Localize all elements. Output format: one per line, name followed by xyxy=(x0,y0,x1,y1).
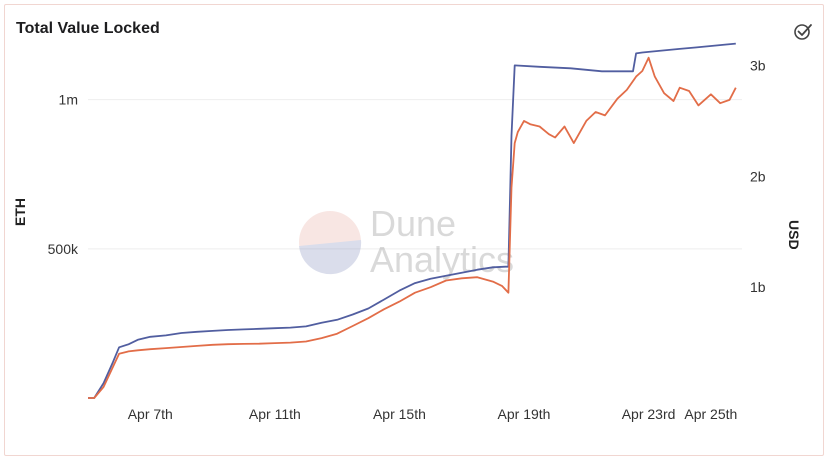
chart-title: Total Value Locked xyxy=(16,20,160,37)
series-line-usd xyxy=(88,56,737,399)
series-line-eth xyxy=(88,42,736,399)
series-lines xyxy=(88,42,737,399)
watermark-logo-lower-icon xyxy=(299,240,362,275)
grid-lines xyxy=(88,99,742,250)
y-tick-label: 500k xyxy=(48,241,79,257)
dune-analytics-watermark: Dune Analytics xyxy=(299,203,514,280)
y-axis-right-title: USD xyxy=(786,220,802,250)
x-tick-label: Apr 7th xyxy=(128,406,173,422)
y-axis-left-title: ETH xyxy=(12,198,28,226)
watermark-line2: Analytics xyxy=(370,239,514,280)
x-tick-label: Apr 15th xyxy=(373,406,426,422)
chart-card: Total Value Locked xyxy=(4,4,824,456)
y2-tick-label: 2b xyxy=(750,168,766,184)
x-tick-label: Apr 11th xyxy=(249,406,301,422)
y2-tick-label: 3b xyxy=(750,57,766,73)
watermark-line1: Dune xyxy=(370,203,456,244)
x-tick-label: Apr 25th xyxy=(684,406,737,422)
y2-tick-label: 1b xyxy=(750,279,766,295)
watermark-logo-icon xyxy=(299,211,361,273)
x-tick-label: Apr 23rd xyxy=(622,406,676,422)
y-tick-label: 1m xyxy=(59,92,78,108)
x-tick-label: Apr 19th xyxy=(498,406,551,422)
axis-ticks: 500k 1m 1b 2b 3b Apr 7th Apr 11th Apr 15th Apr 1… xyxy=(48,57,766,422)
check-circle-icon[interactable] xyxy=(793,21,813,41)
